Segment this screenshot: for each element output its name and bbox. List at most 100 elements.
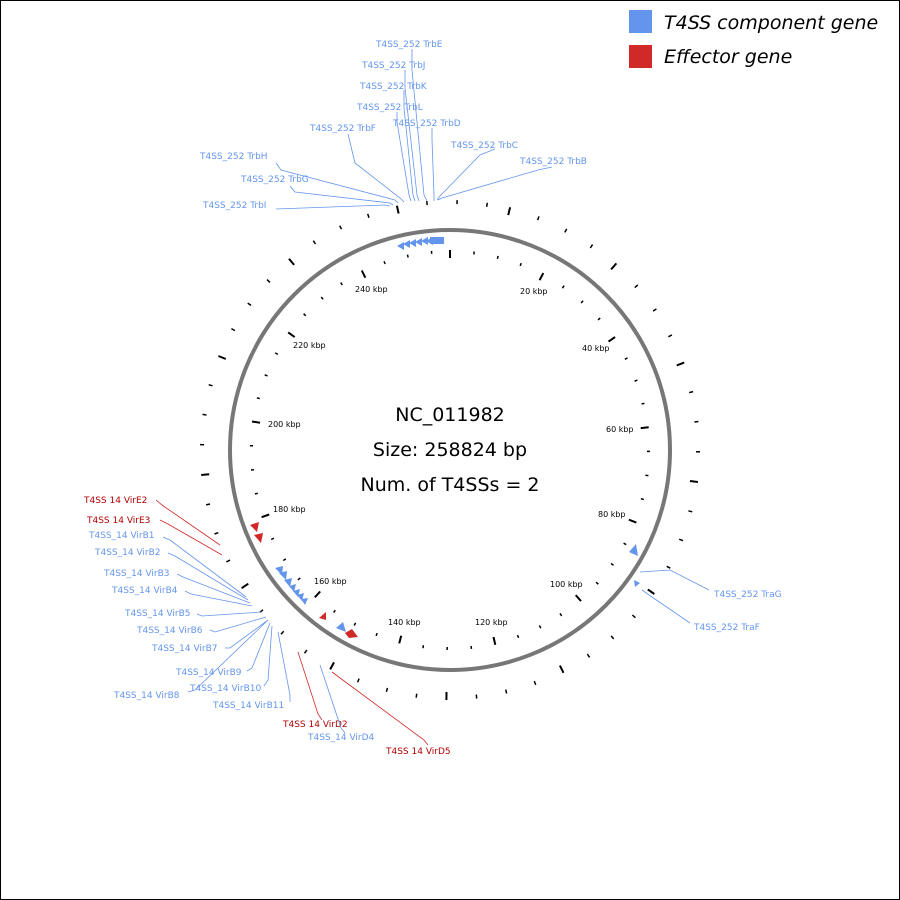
minor-tick bbox=[580, 300, 584, 304]
outer-minor-tick bbox=[589, 244, 594, 249]
outer-minor-tick bbox=[694, 420, 699, 423]
kbp-label: 80 kbp bbox=[598, 510, 626, 519]
gene-label: T4SS_252 TrbE bbox=[375, 40, 443, 50]
gene-label: T4SS_252 TrbI bbox=[202, 201, 266, 211]
gene-label: T4SS_14 VirB5 bbox=[124, 609, 191, 619]
minor-tick bbox=[559, 612, 563, 617]
outer-major-tick bbox=[201, 473, 210, 476]
callout-line bbox=[437, 166, 553, 201]
kbp-label: 220 kbp bbox=[293, 341, 326, 350]
gene-label: T4SS_252 TrbH bbox=[199, 152, 268, 162]
callout-line bbox=[289, 185, 394, 206]
gene-label: T4SS_252 TraF bbox=[693, 623, 760, 633]
minor-tick bbox=[340, 282, 343, 286]
legend-effector-swatch bbox=[629, 45, 652, 68]
major-tick bbox=[628, 518, 637, 524]
callout-line bbox=[297, 651, 323, 721]
minor-tick bbox=[274, 352, 279, 356]
minor-tick bbox=[256, 397, 260, 400]
minor-tick bbox=[375, 632, 378, 637]
gene-arrow bbox=[421, 237, 428, 245]
minor-tick bbox=[640, 497, 644, 501]
genome-size: Size: 258824 bp bbox=[373, 439, 527, 461]
minor-tick bbox=[303, 313, 307, 317]
major-tick bbox=[360, 270, 367, 279]
legend-component-label: T4SS component gene bbox=[664, 12, 878, 34]
outer-minor-tick bbox=[652, 308, 657, 312]
kbp-label: 120 kbp bbox=[475, 618, 508, 627]
gene-arrow bbox=[629, 544, 638, 556]
minor-tick bbox=[332, 609, 336, 614]
gene-label: T4SS_14 VirD4 bbox=[307, 733, 375, 743]
outer-major-tick bbox=[676, 361, 685, 367]
minor-tick bbox=[634, 379, 638, 382]
gene-label: T4SS_252 TrbG bbox=[240, 175, 309, 185]
kbp-label: 60 kbp bbox=[606, 425, 634, 434]
callout-line bbox=[196, 611, 263, 617]
minor-tick bbox=[254, 492, 258, 495]
callout-line bbox=[431, 128, 435, 201]
outer-minor-tick bbox=[266, 279, 271, 283]
gene-arrow bbox=[397, 242, 404, 250]
major-tick bbox=[492, 636, 497, 646]
gene-arrow bbox=[415, 238, 422, 246]
outer-minor-tick bbox=[668, 334, 673, 338]
gene-label: T4SS 14 VirD2 bbox=[282, 720, 348, 730]
outer-major-tick bbox=[610, 262, 618, 271]
callout-line bbox=[436, 148, 496, 201]
minor-tick bbox=[383, 260, 386, 265]
callout-line bbox=[639, 569, 710, 591]
minor-tick bbox=[282, 558, 287, 562]
gene-label: T4SS 14 VirE2 bbox=[83, 496, 147, 506]
legend: T4SS component gene Effector gene bbox=[629, 10, 878, 68]
minor-tick bbox=[610, 562, 614, 566]
outer-minor-tick bbox=[280, 630, 285, 635]
callout-line bbox=[263, 625, 273, 687]
callout-line bbox=[246, 622, 271, 672]
outer-minor-tick bbox=[533, 680, 537, 686]
kbp-label: 140 kbp bbox=[388, 618, 421, 627]
outer-minor-tick bbox=[202, 413, 207, 416]
outer-major-tick bbox=[395, 205, 400, 214]
t4ss-count: Num. of T4SSs = 2 bbox=[361, 474, 540, 496]
outer-major-tick bbox=[559, 665, 565, 674]
gene-label: T4SS_252 TrbK bbox=[359, 82, 428, 92]
minor-tick bbox=[496, 255, 499, 259]
outer-minor-tick bbox=[564, 228, 568, 233]
outer-major-tick bbox=[218, 355, 227, 360]
backbone-ring bbox=[228, 228, 672, 672]
legend-effector-label: Effector gene bbox=[664, 46, 792, 68]
callout-line bbox=[404, 70, 420, 202]
outer-major-tick bbox=[689, 480, 699, 483]
minor-tick bbox=[270, 537, 275, 541]
gene-label: T4SS_14 VirB1 bbox=[88, 531, 155, 541]
outer-minor-tick bbox=[303, 649, 308, 654]
outer-minor-tick bbox=[247, 302, 252, 307]
minor-tick bbox=[561, 285, 565, 289]
minor-tick bbox=[624, 357, 628, 360]
major-tick bbox=[538, 272, 545, 281]
gene-arrow bbox=[634, 580, 640, 587]
major-tick bbox=[398, 635, 403, 644]
kbp-label: 180 kbp bbox=[273, 505, 306, 514]
gene-label: T4SS_14 VirB10 bbox=[189, 684, 262, 694]
outer-major-tick bbox=[288, 258, 295, 266]
kbp-label: 20 kbp bbox=[520, 287, 548, 296]
effector-arrow bbox=[319, 612, 326, 620]
callout-line bbox=[275, 162, 399, 204]
outer-minor-tick bbox=[385, 687, 389, 693]
gene-label: T4SS_252 TrbC bbox=[450, 141, 518, 151]
minor-tick bbox=[264, 374, 268, 377]
legend-component-swatch bbox=[629, 10, 652, 33]
gene-block bbox=[430, 237, 444, 244]
gene-features bbox=[250, 237, 640, 638]
minor-tick bbox=[641, 402, 645, 405]
callout-line bbox=[162, 536, 247, 598]
callout-line bbox=[155, 499, 221, 546]
minor-tick bbox=[597, 317, 601, 321]
outer-minor-tick bbox=[586, 653, 591, 658]
minor-tick bbox=[406, 254, 409, 258]
inner-ticks bbox=[249, 250, 650, 651]
callout-line bbox=[167, 552, 249, 601]
